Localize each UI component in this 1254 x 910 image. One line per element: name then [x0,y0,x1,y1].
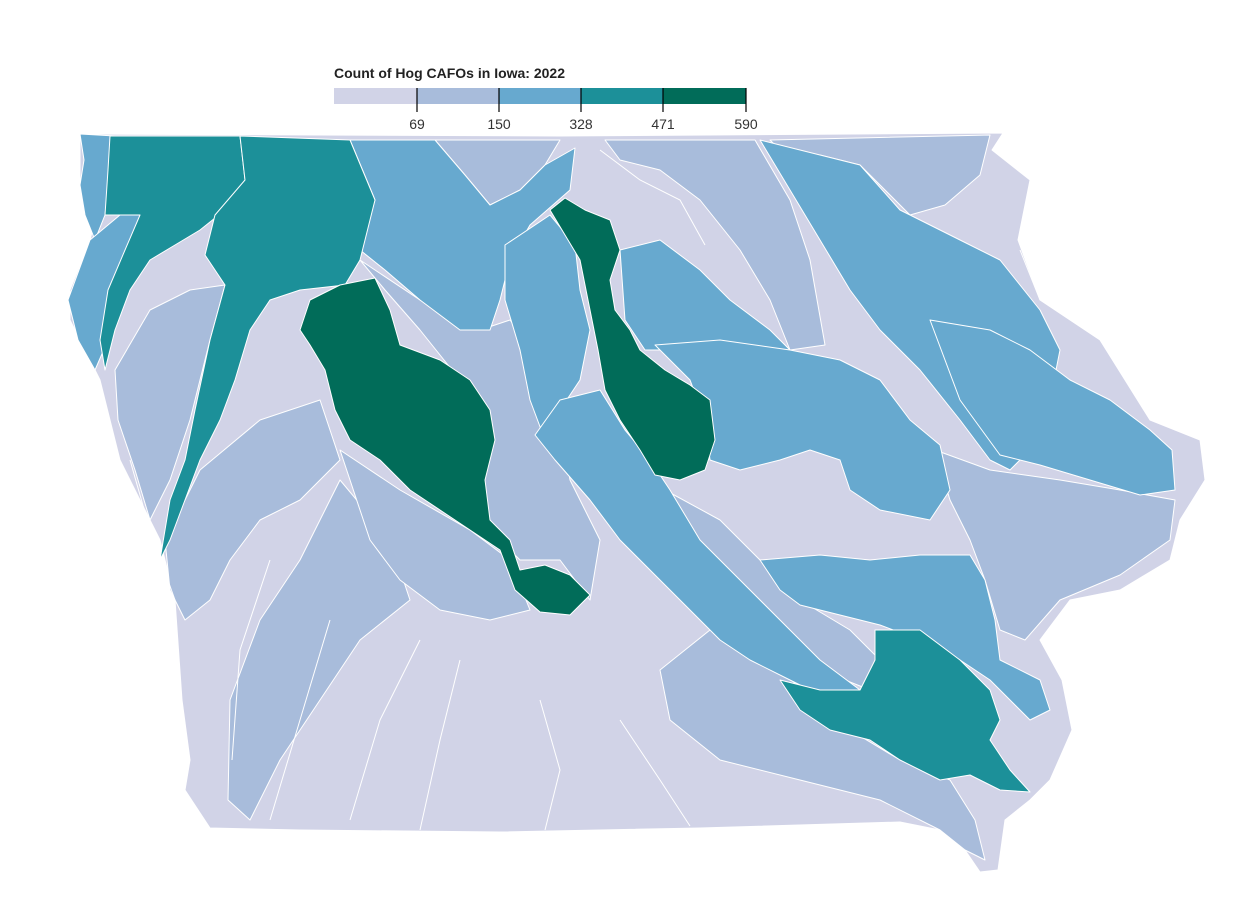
legend: Count of Hog CAFOs in Iowa: 2022 69 150 … [334,65,758,132]
boundary-line [419,659,461,831]
legend-swatch-3 [499,88,581,104]
watershed-skunk-southeast [779,629,1031,793]
boundary-line [349,639,421,821]
watershed-wapsipinicon [929,319,1176,496]
watershed-west-central [114,284,226,521]
legend-swatch-2 [417,88,499,104]
boundary-lines [129,149,1041,831]
legend-tick-label-1: 69 [409,116,425,132]
watershed-northeast-light-1 [604,139,826,351]
boundary-line [1019,249,1041,301]
legend-swatch-5 [663,88,746,104]
watershed-raccoon-area [339,449,531,621]
watershed-iowa-river-central [654,339,951,521]
legend-tick-label-4: 471 [651,116,675,132]
watershed-north-raccoon [299,277,591,616]
boundary-line [599,149,706,246]
legend-tick-label-5: 590 [734,116,758,132]
watershed-east-light [934,449,1176,641]
watershed-west-band-1 [164,399,341,621]
boundary-line [619,719,691,827]
watershed-floyd-little-sioux [159,135,376,561]
watershed-south-skunk-upper [549,197,716,481]
legend-swatch-4 [581,88,663,104]
boundary-line [231,559,271,761]
boundary-line [129,459,176,601]
legend-tick-label-2: 150 [487,116,511,132]
boundary-line [539,699,561,831]
legend-tick-label-3: 328 [569,116,593,132]
boundary-line [269,619,331,821]
iowa-watersheds [67,132,1206,873]
legend-title: Count of Hog CAFOs in Iowa: 2022 [334,65,565,81]
watershed-english-iowa-lower [759,554,1051,721]
legend-swatch-1 [334,88,417,104]
